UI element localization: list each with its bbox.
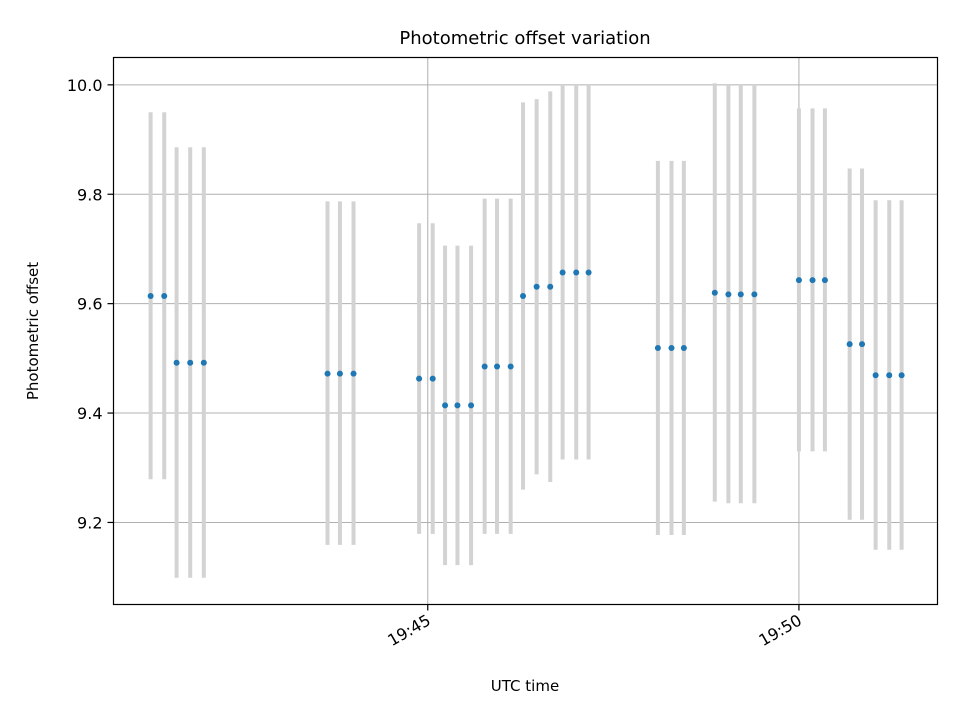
data-point xyxy=(898,372,905,379)
data-point xyxy=(161,292,168,299)
data-point xyxy=(429,375,436,382)
data-point xyxy=(821,277,828,284)
data-point xyxy=(809,277,816,284)
data-point xyxy=(725,291,732,298)
data-point xyxy=(846,341,853,348)
data-point xyxy=(350,370,357,377)
data-point xyxy=(507,363,514,370)
data-point xyxy=(859,341,866,348)
data-point xyxy=(737,291,744,298)
data-point xyxy=(680,344,687,351)
y-tick-label: 10.0 xyxy=(67,76,103,95)
data-point xyxy=(200,359,207,366)
plot-frame xyxy=(112,56,939,606)
data-point xyxy=(494,363,501,370)
chart-title: Photometric offset variation xyxy=(399,28,650,49)
data-point xyxy=(585,269,592,276)
data-point xyxy=(711,289,718,296)
data-point xyxy=(668,344,675,351)
y-axis: 9.2 9.4 9.6 9.8 10.0 xyxy=(67,76,114,532)
data-point xyxy=(336,370,343,377)
data-point xyxy=(416,375,423,382)
data-point xyxy=(559,269,566,276)
point-layer xyxy=(147,269,905,409)
data-point xyxy=(468,402,475,409)
y-tick-label: 9.8 xyxy=(77,185,102,204)
data-point xyxy=(442,402,449,409)
y-tick-label: 9.4 xyxy=(77,404,102,423)
data-point xyxy=(886,372,893,379)
data-point xyxy=(751,291,758,298)
y-tick-label: 9.6 xyxy=(77,295,102,314)
data-point xyxy=(795,277,802,284)
data-point xyxy=(533,283,540,290)
data-point xyxy=(481,363,488,370)
data-point xyxy=(454,402,461,409)
data-point xyxy=(187,359,194,366)
x-axis-label: UTC time xyxy=(491,677,559,695)
data-point xyxy=(573,269,580,276)
data-point xyxy=(547,283,554,290)
y-tick-label: 9.2 xyxy=(77,513,102,532)
data-point xyxy=(654,344,661,351)
data-point xyxy=(173,359,180,366)
data-point xyxy=(147,292,154,299)
data-point xyxy=(520,292,527,299)
y-axis-label: Photometric offset xyxy=(24,262,42,400)
data-point xyxy=(324,370,331,377)
data-point xyxy=(872,372,879,379)
